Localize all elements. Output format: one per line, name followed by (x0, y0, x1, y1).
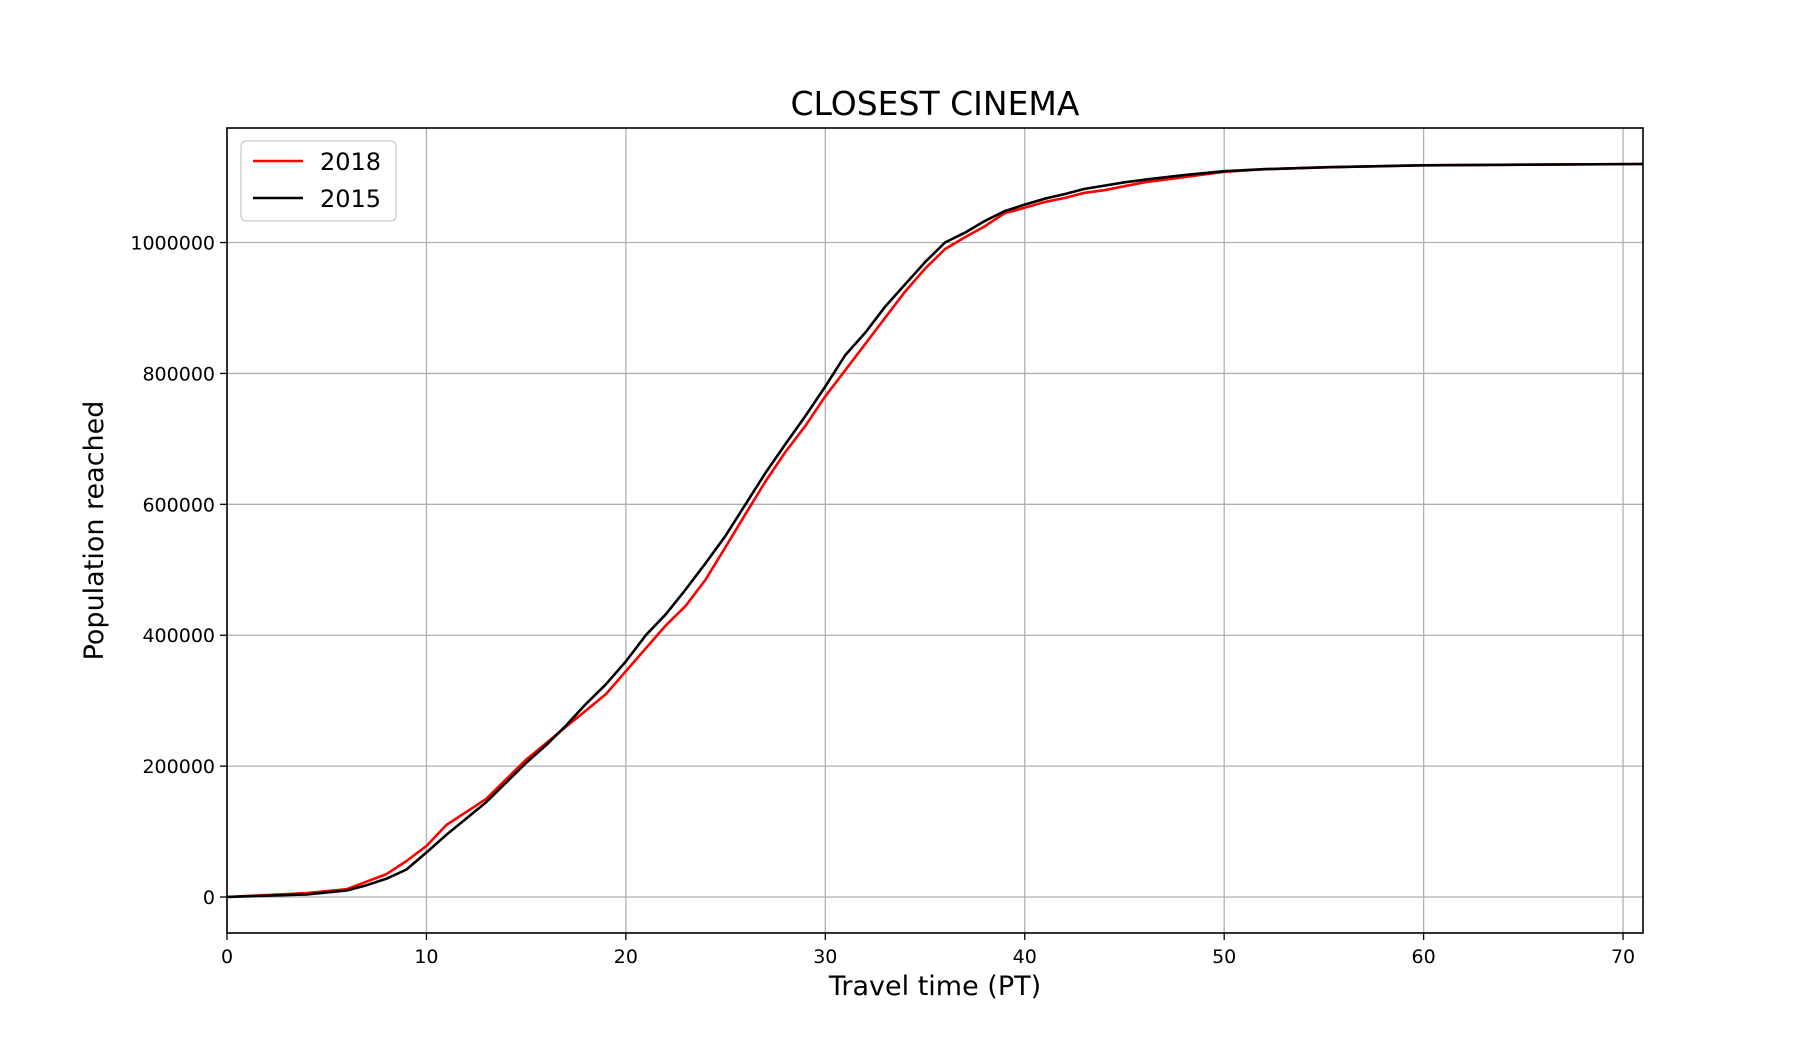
x-tick-label: 50 (1212, 946, 1236, 968)
x-tick-label: 60 (1412, 946, 1436, 968)
legend-label-2015: 2015 (320, 185, 381, 213)
x-tick-label: 40 (1013, 946, 1037, 968)
x-tick-label: 30 (813, 946, 837, 968)
chart-title: CLOSEST CINEMA (791, 84, 1080, 123)
y-tick-label: 0 (203, 887, 215, 909)
legend: 2018 2015 (240, 140, 397, 222)
y-tick-label: 200000 (142, 756, 215, 778)
axis-ticks: 0 10 20 30 40 50 60 70 0 200000 400000 600000 800000… (130, 233, 1635, 968)
series-line-2018 (226, 162, 1644, 899)
x-tick-label: 0 (221, 946, 233, 968)
y-tick-label: 1000000 (130, 233, 215, 255)
grid (226, 128, 1643, 933)
x-tick-label: 10 (414, 946, 438, 968)
series-line-2015 (226, 162, 1644, 899)
plot-frame (226, 127, 1644, 934)
y-tick-label: 600000 (142, 494, 215, 516)
series-lines (226, 162, 1644, 899)
y-tick-label: 800000 (142, 363, 215, 385)
y-tick-label: 400000 (142, 625, 215, 647)
y-axis-label: Population reached (79, 401, 110, 661)
x-axis-label: Travel time (PT) (828, 971, 1041, 1002)
legend-label-2018: 2018 (320, 148, 381, 176)
x-tick-label: 20 (614, 946, 638, 968)
x-tick-label: 70 (1611, 946, 1635, 968)
